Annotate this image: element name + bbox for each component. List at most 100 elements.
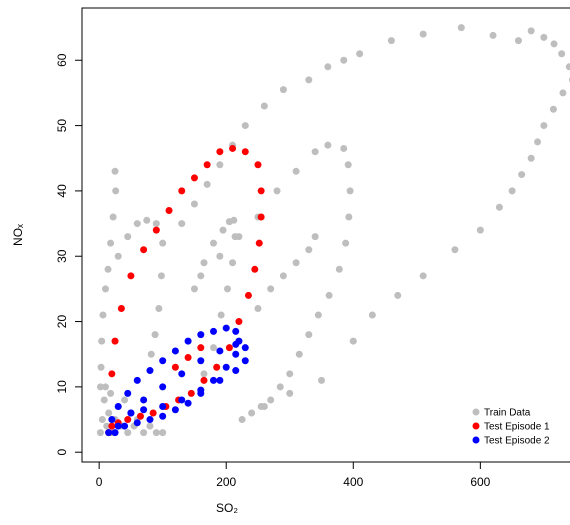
point	[229, 144, 237, 152]
point	[133, 220, 141, 228]
point	[222, 324, 230, 332]
point	[219, 226, 227, 234]
point	[109, 213, 117, 221]
point	[171, 347, 179, 355]
point	[476, 226, 484, 234]
point	[155, 304, 163, 312]
point	[102, 285, 110, 293]
point	[117, 304, 125, 312]
point	[550, 40, 558, 48]
point	[344, 161, 352, 169]
point	[267, 396, 275, 404]
point	[197, 386, 205, 394]
point	[147, 350, 155, 358]
point	[200, 376, 208, 384]
point	[324, 63, 332, 71]
point	[216, 347, 224, 355]
point	[260, 102, 268, 110]
point	[136, 412, 144, 420]
point	[495, 203, 503, 211]
point	[232, 327, 240, 335]
point	[225, 344, 233, 352]
x-axis-label: SO₂	[216, 501, 238, 515]
point	[152, 429, 160, 437]
point	[254, 161, 262, 169]
point	[127, 409, 135, 417]
point	[146, 416, 154, 424]
point	[111, 429, 119, 437]
point	[159, 429, 167, 437]
point	[140, 429, 148, 437]
point	[104, 265, 112, 273]
point	[105, 409, 113, 417]
point	[114, 402, 122, 410]
point	[451, 246, 459, 254]
point	[394, 291, 402, 299]
point	[267, 285, 275, 293]
point	[107, 389, 115, 397]
point	[387, 37, 395, 45]
point	[241, 148, 249, 156]
point	[251, 265, 259, 273]
point	[540, 33, 548, 41]
point	[349, 337, 357, 345]
point	[105, 429, 113, 437]
point	[295, 350, 303, 358]
point	[197, 272, 205, 280]
point	[279, 86, 287, 94]
point	[210, 327, 218, 335]
y-axis-label: NOₓ	[11, 224, 25, 246]
point	[103, 422, 111, 430]
point	[203, 180, 211, 188]
point	[217, 311, 225, 319]
point	[140, 396, 148, 404]
point	[197, 357, 205, 365]
y-tick-label: 60	[55, 53, 69, 67]
point	[178, 370, 186, 378]
point	[159, 402, 167, 410]
point	[108, 422, 116, 430]
y-tick-label: 40	[55, 184, 69, 198]
point	[346, 187, 354, 195]
point	[100, 396, 108, 404]
point	[345, 213, 353, 221]
point	[200, 259, 208, 267]
point	[127, 272, 135, 280]
point	[133, 419, 141, 427]
point	[419, 30, 427, 38]
point	[121, 422, 129, 430]
point	[565, 63, 570, 71]
point	[230, 216, 238, 224]
point	[143, 216, 151, 224]
point	[187, 389, 195, 397]
point	[96, 429, 104, 437]
point	[108, 416, 116, 424]
point	[108, 370, 116, 378]
point	[210, 239, 218, 247]
point	[514, 37, 522, 45]
point	[222, 363, 230, 371]
point	[178, 396, 186, 404]
point	[260, 402, 268, 410]
point	[244, 291, 252, 299]
point	[112, 187, 120, 195]
point	[140, 406, 148, 414]
point	[255, 239, 263, 247]
point	[241, 357, 249, 365]
point	[111, 337, 119, 345]
point	[197, 331, 205, 339]
legend-marker	[472, 422, 480, 430]
point	[292, 167, 300, 175]
point	[235, 318, 243, 326]
point	[98, 416, 106, 424]
point	[273, 187, 281, 195]
point	[98, 337, 106, 345]
point	[223, 285, 231, 293]
point	[559, 89, 567, 97]
point	[149, 409, 157, 417]
point	[241, 344, 249, 352]
point	[457, 24, 465, 32]
point	[159, 239, 167, 247]
point	[124, 429, 132, 437]
point	[151, 331, 159, 339]
